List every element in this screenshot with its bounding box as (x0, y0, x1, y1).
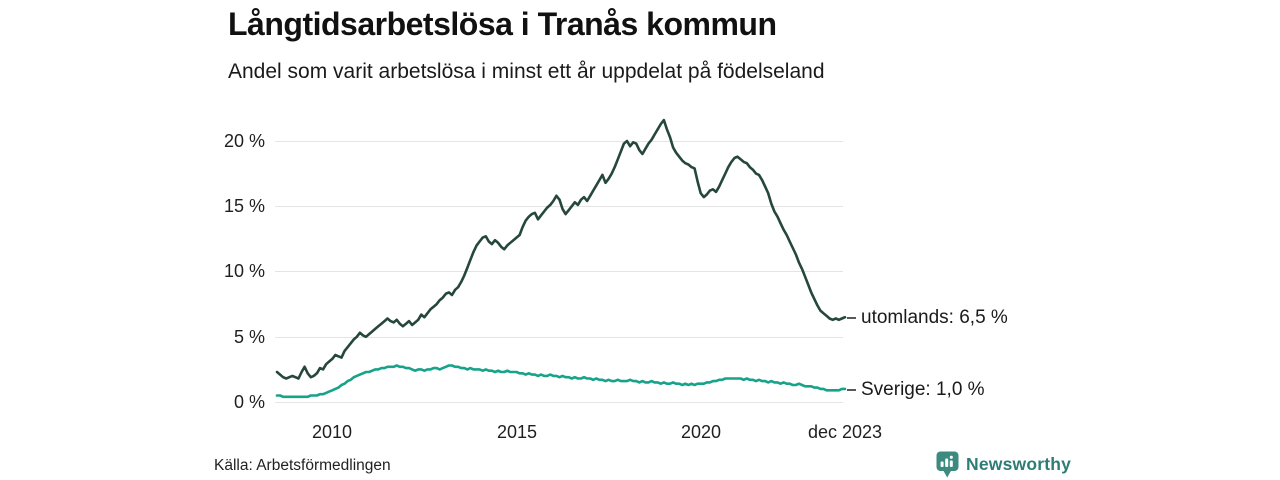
x-tick-2010: 2010 (311, 422, 353, 442)
source-note: Källa: Arbetsförmedlingen (214, 457, 391, 474)
gridline-20 (275, 141, 843, 142)
x-tick-dec2023: dec 2023 (807, 422, 883, 442)
y-tick-10: 10 % (223, 261, 265, 281)
sverige-line (275, 364, 847, 399)
newsworthy-logo: Newsworthy (936, 451, 1071, 478)
y-tick-15: 15 % (223, 196, 265, 216)
series-label-text: utomlands: 6,5 % (861, 307, 1008, 328)
newsworthy-icon (936, 451, 959, 478)
y-tick-5: 5 % (233, 327, 265, 347)
y-tick-0: 0 % (233, 392, 265, 412)
label-connector-dash (847, 389, 856, 391)
utomlands-line (275, 118, 847, 380)
label-connector-dash (847, 317, 856, 319)
series-label-sverige: Sverige: 1,0 % (847, 378, 985, 402)
gridline-0 (275, 402, 843, 403)
series-label-text: Sverige: 1,0 % (861, 379, 985, 400)
x-tick-2020: 2020 (680, 422, 722, 442)
newsworthy-wordmark: Newsworthy (966, 454, 1072, 474)
x-tick-2015: 2015 (496, 422, 538, 442)
gridline-10 (275, 271, 843, 272)
series-label-utomlands: utomlands: 6,5 % (847, 306, 1008, 330)
y-tick-20: 20 % (223, 131, 265, 151)
chart-subtitle: Andel som varit arbetslösa i minst ett å… (228, 60, 825, 83)
gridline-5 (275, 337, 843, 338)
gridline-15 (275, 206, 843, 207)
page-title: Långtidsarbetslösa i Tranås kommun (228, 6, 777, 42)
